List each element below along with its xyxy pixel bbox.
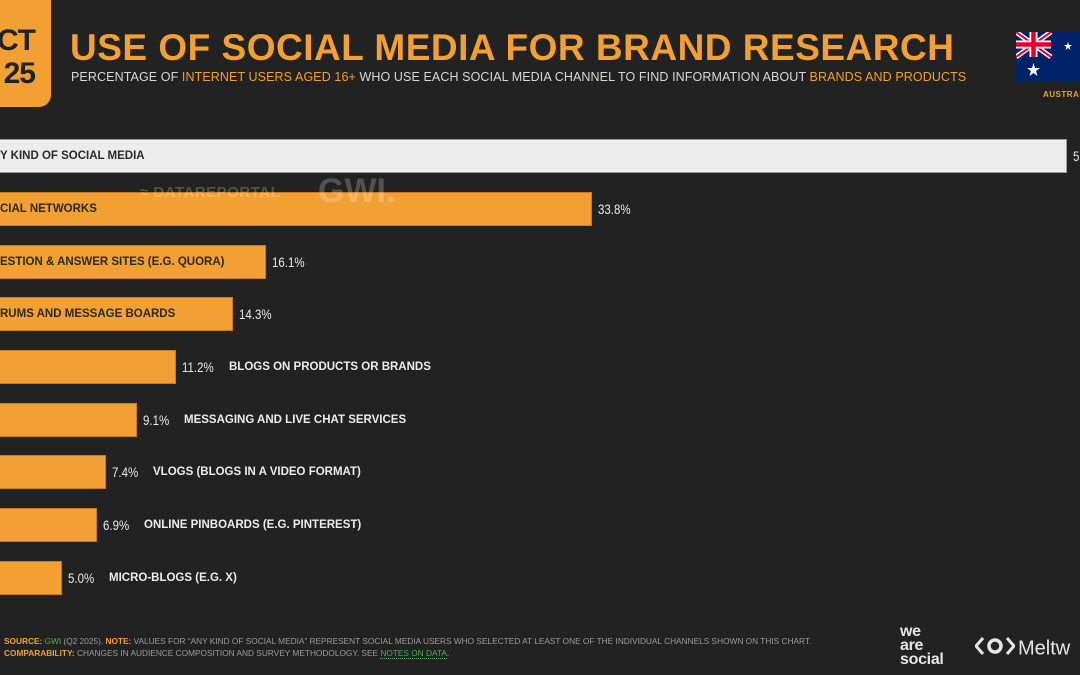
gwi-watermark: GWI. (318, 172, 396, 210)
comparability-key: COMPARABILITY: (4, 648, 75, 658)
page-subtitle: PERCENTAGE OF INTERNET USERS AGED 16+ WH… (71, 70, 966, 84)
meltwater-text: Meltw (1018, 637, 1071, 660)
page-title: USE OF SOCIAL MEDIA FOR BRAND RESEARCH (70, 27, 955, 68)
comparability-end: . (446, 648, 450, 658)
bar-label: CIAL NETWORKS (0, 203, 97, 215)
subtitle-highlight: INTERNET USERS AGED 16+ (181, 70, 356, 84)
bar-label: MICRO-BLOGS (E.G. X) (109, 572, 237, 584)
meltwater-logo: Meltw (974, 636, 1071, 662)
note-key: NOTE: (105, 636, 132, 646)
bar-social-networks (0, 192, 592, 226)
comparability-line: COMPARABILITY: CHANGES IN AUDIENCE COMPO… (4, 647, 811, 659)
source-date: (Q2 2025). (61, 636, 106, 646)
bar-value: 33.8% (598, 201, 631, 217)
source-key: SOURCE: (4, 636, 43, 646)
bar-any-social-media (0, 139, 1067, 173)
bar-label: MESSAGING AND LIVE CHAT SERVICES (184, 414, 407, 426)
comparability-text: CHANGES IN AUDIENCE COMPOSITION AND SURV… (74, 648, 381, 658)
bar-label: BLOGS ON PRODUCTS OR BRANDS (229, 361, 431, 373)
bar-qa-sites (0, 245, 266, 279)
logo-line: are (900, 637, 924, 654)
bar-vlogs (0, 455, 106, 489)
source-value: GWI (44, 636, 62, 646)
bar-value: 5 (1073, 148, 1080, 164)
bar-value: 7.4% (112, 464, 139, 480)
date-tab-year: 25 (3, 57, 36, 90)
datareportal-watermark: ≈ DATAREPORTAL (140, 184, 280, 201)
bar-blogs (0, 350, 176, 384)
bar-label: VLOGS (BLOGS IN A VIDEO FORMAT) (153, 466, 361, 478)
meltwater-eye-icon (974, 636, 1016, 662)
country-label: AUSTRAL (1043, 90, 1080, 99)
note-text: VALUES FOR “ANY KIND OF SOCIAL MEDIA” RE… (131, 636, 812, 646)
logo-line: social (900, 651, 944, 668)
bar-label: ONLINE PINBOARDS (E.G. PINTEREST) (144, 519, 362, 531)
subtitle-highlight: BRANDS AND PRODUCTS (809, 70, 967, 84)
bar-label: ESTION & ANSWER SITES (E.G. QUORA) (0, 256, 225, 268)
bar-pinboards (0, 508, 97, 542)
bar-value: 11.2% (182, 359, 214, 375)
bar-label: RUMS AND MESSAGE BOARDS (0, 308, 176, 320)
bar-micro-blogs (0, 561, 62, 595)
bar-value: 6.9% (103, 517, 130, 533)
bar-value: 16.1% (272, 254, 305, 270)
date-tab-month: CT (0, 24, 36, 57)
bar-value: 5.0% (68, 570, 95, 586)
footer-notes: SOURCE: GWI (Q2 2025). NOTE: VALUES FOR … (4, 635, 811, 659)
bar-value: 9.1% (143, 412, 170, 428)
bar-messaging (0, 403, 137, 437)
we-are-social-logo: we are social (900, 623, 944, 668)
datareportal-text: DATAREPORTAL (153, 184, 281, 201)
wifi-icon: ≈ (140, 184, 149, 201)
logo-line: we (900, 623, 921, 640)
bar-value: 14.3% (239, 306, 272, 322)
bar-forums (0, 297, 233, 331)
source-line: SOURCE: GWI (Q2 2025). NOTE: VALUES FOR … (4, 635, 811, 647)
notes-on-data-link[interactable]: NOTES ON DATA (380, 648, 447, 659)
subtitle-part: PERCENTAGE OF (71, 70, 182, 84)
date-tab: CT 25 (0, 0, 51, 107)
bar-label: Y KIND OF SOCIAL MEDIA (0, 150, 145, 162)
subtitle-part: WHO USE EACH SOCIAL MEDIA CHANNEL TO FIN… (355, 70, 810, 84)
australia-flag-icon (1016, 32, 1080, 82)
